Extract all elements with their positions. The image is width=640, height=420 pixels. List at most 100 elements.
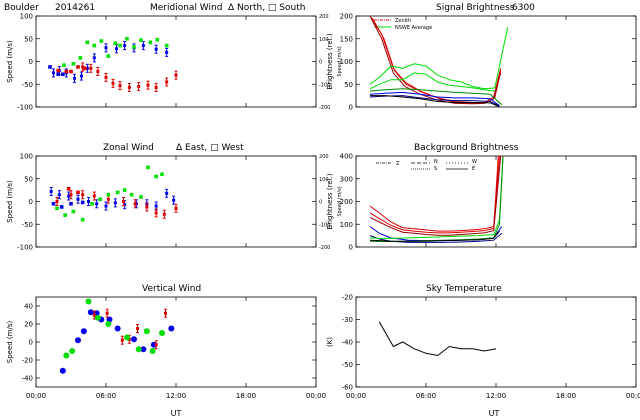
meridional-point [64, 69, 69, 74]
vertical-xtick-label: 00:00 [26, 392, 46, 400]
meridional-ytick-right-label: 0 [319, 60, 322, 66]
signal-series-line [369, 72, 495, 92]
signal-ytick-label: 100 [340, 58, 353, 66]
background-ytick-label: 0 [349, 244, 353, 252]
background-legend-n: N [434, 159, 438, 165]
vertical-point [140, 346, 147, 353]
zonal-ytick-label: 50 [24, 175, 33, 183]
background-legend-z: Z [396, 161, 400, 167]
vertical-point [63, 352, 70, 359]
zonal-point [106, 192, 111, 197]
background-series-line [369, 230, 500, 242]
vertical-ytick-label: 40 [24, 303, 33, 311]
vertical-point [85, 298, 92, 305]
vertical-ytick-label: 20 [24, 321, 33, 329]
signal-ytick-label: 0 [349, 104, 353, 112]
vertical-point [135, 346, 142, 353]
meridional-point [125, 36, 129, 41]
meridional-point [104, 46, 108, 50]
sky-ytick-label: -50 [342, 361, 353, 369]
zonal-point [63, 213, 67, 217]
vertical-point [80, 328, 87, 335]
header-date: 2014261 [55, 3, 95, 13]
vertical-point [154, 343, 158, 347]
zonal-ytick-label: 0 [29, 198, 33, 206]
zonal-ytick-right-label: 200 [319, 154, 329, 160]
meridional-point [80, 74, 83, 78]
meridional-point [123, 44, 127, 48]
signal-ytick-label: 200 [340, 13, 353, 21]
meridional-point [113, 41, 118, 46]
zonal-point [69, 193, 73, 197]
background-series-line [369, 156, 502, 234]
vertical-point [149, 348, 156, 354]
meridional-point [165, 50, 169, 54]
header-wavelength: 6300 [512, 3, 535, 13]
meridional-ytick-right-label: -100 [319, 82, 330, 88]
zonal-legend-text: Δ East, □ West [176, 143, 244, 153]
sky-xtick-label: 12:00 [486, 392, 506, 400]
signal-series-line [369, 91, 500, 107]
meridional-point [118, 84, 122, 88]
meridional-point [148, 40, 153, 45]
signal-series-line [369, 88, 503, 106]
vertical-point [136, 327, 139, 330]
meridional-point [154, 47, 158, 51]
vertical-point [131, 336, 137, 343]
zonal-point [106, 197, 110, 201]
meridional-ytick-right-label: 100 [319, 37, 329, 43]
background-series-line [369, 156, 502, 236]
vertical-point [87, 309, 94, 316]
vertical-title: Vertical Wind [142, 284, 201, 294]
vertical-point [92, 313, 96, 317]
meridional-point [154, 85, 158, 89]
zonal-point [51, 201, 56, 206]
meridional-point [81, 65, 85, 69]
sky-ylabel: (K) [326, 337, 334, 347]
sky-xtick-label: 06:00 [416, 392, 436, 400]
meridional-point [61, 72, 65, 77]
zonal-point [154, 204, 158, 208]
zonal-point [123, 203, 127, 207]
sky-series-line [378, 321, 497, 357]
meridional-point [127, 85, 131, 89]
zonal-point [57, 193, 61, 197]
meridional-point [106, 54, 111, 58]
meridional-ytick-label: 0 [29, 58, 33, 66]
signal-ylabel: Brightness (rel.) [326, 33, 334, 89]
meridional-point [69, 69, 73, 74]
meridional-marks [48, 36, 178, 92]
vertical-xtick-label: 06:00 [96, 392, 116, 400]
meridional-point [146, 83, 150, 87]
vertical-xtick-label: 00:00 [306, 392, 326, 400]
zonal-ylabel-right: Speed (m/s) [337, 186, 343, 216]
meridional-plot-frame [35, 15, 317, 108]
meridional-point [96, 70, 100, 74]
zonal-ytick-label: -100 [17, 244, 33, 252]
vertical-xtick-label: 18:00 [236, 392, 256, 400]
zonal-point [160, 172, 164, 176]
sky-xtick-label: 00:00 [346, 392, 366, 400]
zonal-point [69, 201, 73, 206]
meridional-point [85, 66, 89, 70]
zonal-ytick-right-label: 0 [319, 200, 322, 206]
zonal-ylabel: Speed (m/s) [6, 180, 14, 223]
sky-title: Sky Temperature [426, 284, 502, 294]
zonal-ytick-right-label: 100 [319, 177, 329, 183]
zonal-point [90, 201, 94, 206]
zonal-point [154, 211, 158, 215]
background-ylabel: Brightness (rel.) [326, 173, 334, 229]
vertical-point [59, 367, 66, 374]
meridional-point [164, 43, 169, 48]
meridional-ytick-label: -50 [22, 81, 33, 89]
meridional-point [71, 61, 76, 66]
zonal-point [165, 191, 169, 195]
sky-plot-frame [355, 296, 637, 388]
zonal-point [49, 189, 53, 193]
meridional-legend-text: Δ North, □ South [228, 3, 305, 13]
sky-xtick-label: 00:00 [626, 392, 640, 400]
meridional-point [89, 66, 93, 70]
zonal-title: Zonal Wind [103, 143, 154, 153]
meridional-point [115, 47, 118, 51]
